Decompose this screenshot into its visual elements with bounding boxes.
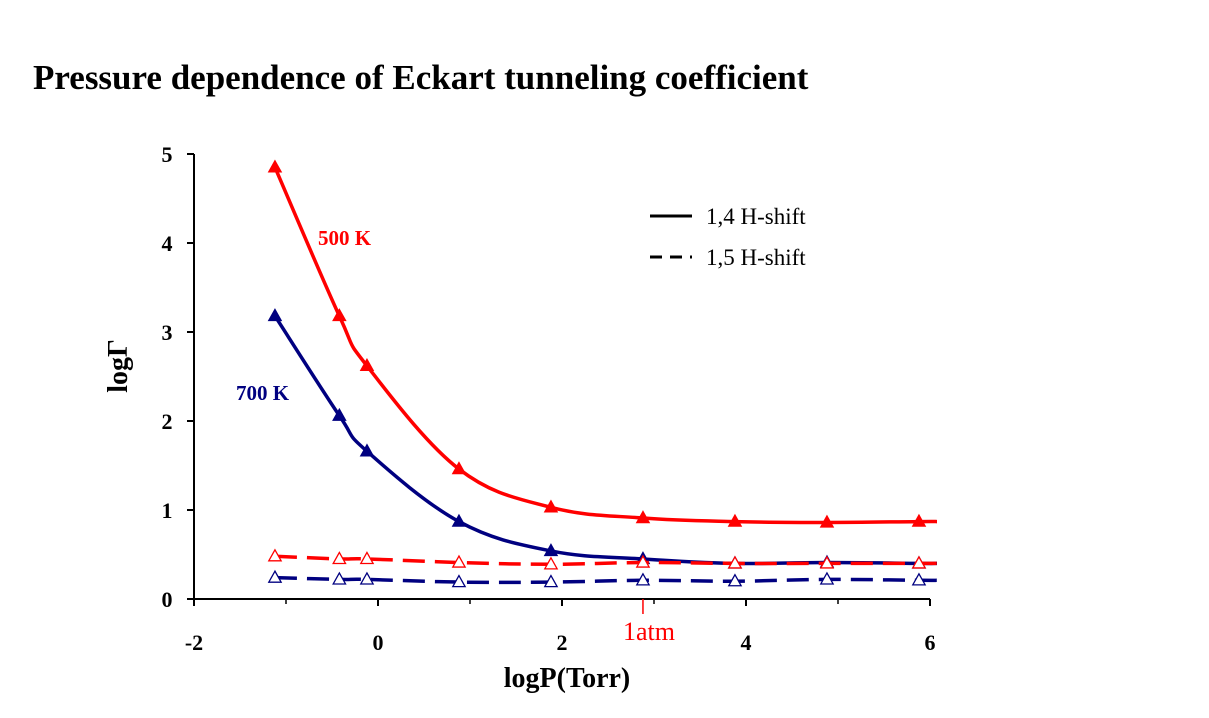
axes: -2 0 2 4 6 0 1 2 3 4 5 logP(Torr) logΓ — [103, 142, 936, 694]
data-point — [451, 574, 467, 588]
data-point — [819, 571, 835, 585]
data-point — [543, 556, 559, 570]
data-point — [635, 572, 651, 586]
data-point — [819, 514, 835, 528]
data-point — [635, 554, 651, 568]
series-line — [273, 166, 938, 525]
y-tick-label: 4 — [162, 231, 173, 256]
data-point — [451, 554, 467, 568]
series-blue-solid — [267, 308, 938, 569]
legend-label: 1,5 H-shift — [706, 245, 806, 270]
x-tick-label: 6 — [925, 630, 936, 655]
data-point — [332, 571, 347, 585]
series-line — [274, 554, 937, 567]
data-point — [543, 543, 559, 557]
series-blue-dashed — [267, 569, 938, 588]
annotation-1atm: 1atm — [623, 617, 675, 646]
data-point — [359, 571, 375, 585]
y-tick-label: 0 — [162, 587, 173, 612]
data-point — [543, 574, 559, 588]
data-point — [911, 572, 927, 586]
y-tick-label: 3 — [162, 320, 173, 345]
data-point — [332, 308, 347, 322]
legend-label: 1,4 H-shift — [706, 204, 806, 229]
curve-label-500k: 500 K — [318, 226, 372, 250]
data-point — [359, 443, 375, 457]
data-point — [267, 548, 283, 562]
data-point — [267, 308, 283, 322]
data-point — [819, 555, 835, 569]
annotations: 500 K 700 K 1atm — [236, 226, 675, 646]
x-tick-label: 4 — [741, 630, 752, 655]
x-tick-label: -2 — [185, 630, 203, 655]
series-red-dashed — [267, 548, 937, 570]
data-point — [727, 555, 743, 569]
data-point — [451, 461, 467, 475]
series-red-solid — [267, 159, 938, 528]
data-point — [332, 407, 347, 421]
x-tick-label: 0 — [373, 630, 384, 655]
y-tick-label: 5 — [162, 142, 173, 167]
data-point — [267, 159, 283, 173]
data-point — [451, 513, 467, 527]
series-line — [273, 315, 938, 566]
data-point — [543, 499, 559, 513]
data-point — [727, 513, 743, 527]
y-tick-label: 1 — [162, 498, 173, 523]
data-point — [267, 569, 283, 583]
data-point — [911, 555, 927, 569]
data-point — [332, 551, 347, 565]
data-point — [727, 573, 743, 587]
series-layer — [267, 159, 938, 588]
data-point — [359, 357, 375, 372]
x-axis-title: logP(Torr) — [504, 663, 631, 694]
series-line — [274, 575, 938, 585]
y-axis-title: logΓ — [103, 339, 134, 393]
curve-label-700k: 700 K — [236, 381, 290, 405]
slide-title: Pressure dependence of Eckart tunneling … — [33, 58, 809, 97]
data-point — [359, 551, 375, 565]
y-tick-label: 2 — [162, 409, 173, 434]
legend: 1,4 H-shift 1,5 H-shift — [650, 204, 806, 270]
x-tick-label: 2 — [557, 630, 568, 655]
data-point — [911, 513, 927, 527]
data-point — [635, 510, 651, 524]
